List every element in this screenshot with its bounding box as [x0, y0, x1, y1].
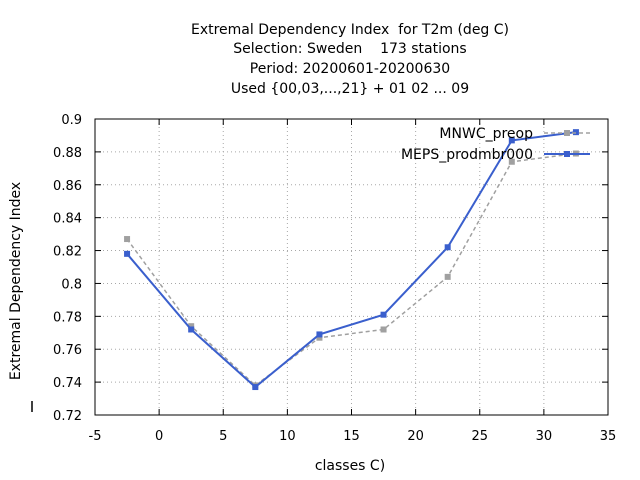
y-tick-label: 0.78 — [53, 310, 82, 325]
y-tick-label: 0.9 — [61, 113, 82, 128]
x-tick-label: 20 — [407, 429, 424, 444]
x-tick-label: -5 — [89, 429, 102, 444]
title-line-4: Used {00,03,...,21} + 01 02 ... 09 — [230, 81, 470, 97]
series-2-point — [124, 250, 131, 257]
series-2-point — [572, 129, 579, 136]
y-tick-label: 0.76 — [53, 343, 82, 358]
x-tick-label: 15 — [343, 429, 360, 444]
title-line-3: Period: 20200601-20200630 — [249, 61, 451, 77]
axis-ticks: -5 0 5 10 15 20 25 30 35 0.72 0.74 0.76 0.78 0.8 0.82 0… — [53, 113, 616, 444]
series-1-point — [316, 334, 323, 341]
y-axis-label: Extremal Dependency Index — [8, 182, 24, 380]
legend-marker-1 — [564, 130, 570, 136]
series-2-point — [444, 244, 451, 251]
y-tick-label: 0.82 — [53, 245, 82, 260]
y-tick-label: 0.72 — [53, 409, 82, 424]
series-layer — [124, 129, 579, 391]
series-2-point — [188, 326, 195, 333]
x-tick-label: 10 — [279, 429, 296, 444]
series-line-2 — [126, 131, 577, 389]
series-1-point — [380, 326, 387, 333]
series-2-point — [508, 137, 515, 144]
legend-label-2: MEPS_prodmbr000 — [401, 147, 533, 163]
y-tick-label: 0.86 — [53, 179, 82, 194]
grid — [95, 119, 608, 415]
series-2-point — [316, 331, 323, 338]
title-line-1: Extremal Dependency Index for T2m (deg C… — [190, 22, 510, 38]
series-1-point — [124, 236, 131, 243]
legend: MNWC_preop MEPS_prodmbr000 — [401, 126, 590, 163]
y-tick-label: 0.8 — [61, 277, 82, 292]
x-tick-label: 30 — [536, 429, 553, 444]
series-2-point — [252, 384, 259, 391]
x-axis-label: classes C) — [315, 458, 385, 474]
title-line-2: Selection: Sweden 173 stations — [233, 41, 467, 57]
series-1-point — [188, 323, 195, 330]
x-tick-label: 25 — [471, 429, 488, 444]
y-tick-label: 0.84 — [53, 212, 82, 227]
legend-label-1: MNWC_preop — [439, 126, 533, 142]
series-2-point — [380, 311, 387, 318]
series-line-1 — [126, 152, 577, 387]
series-1-point — [444, 273, 451, 280]
legend-marker-2 — [564, 151, 570, 157]
y-tick-label: 0.88 — [53, 146, 82, 161]
y-tick-label: 0.74 — [53, 376, 82, 391]
x-tick-label: 0 — [155, 429, 163, 444]
x-tick-label: 35 — [600, 429, 617, 444]
x-tick-label: 5 — [219, 429, 227, 444]
series-1-point — [508, 158, 515, 165]
